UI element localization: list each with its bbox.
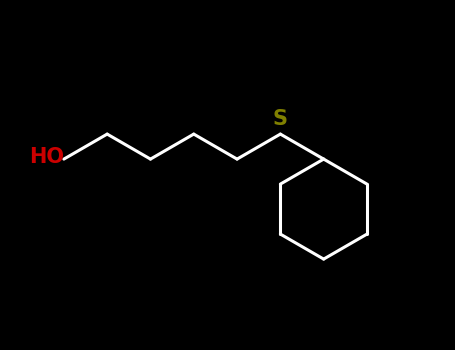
Text: S: S [273, 108, 288, 129]
Text: HO: HO [29, 147, 64, 167]
